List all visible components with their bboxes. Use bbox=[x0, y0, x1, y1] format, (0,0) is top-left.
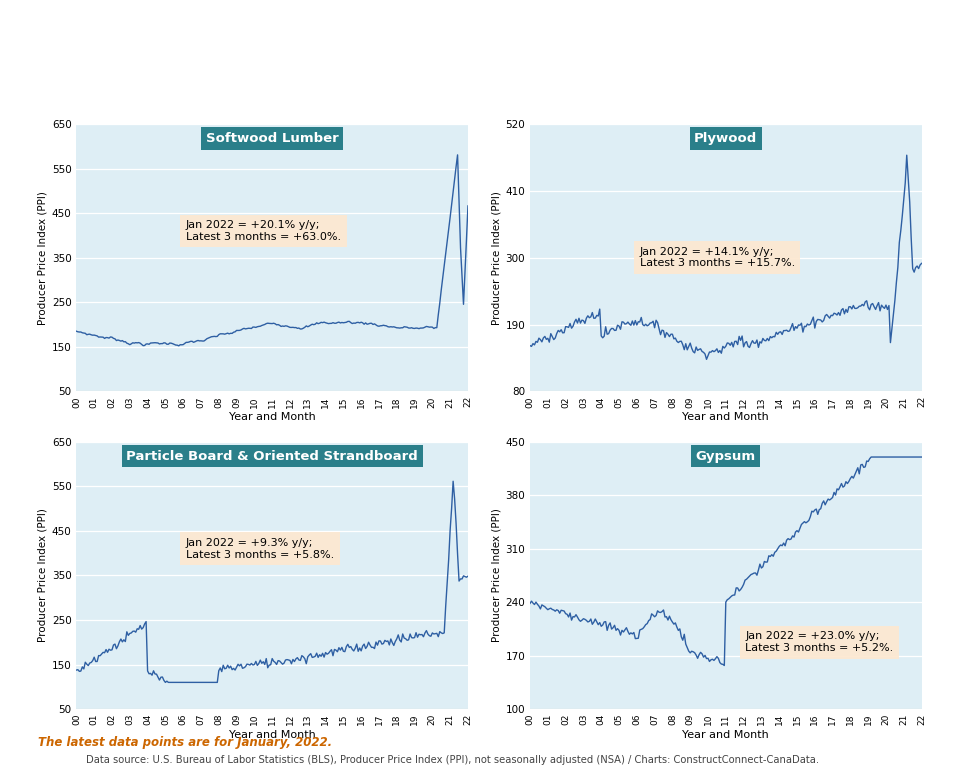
Y-axis label: Producer Price Index (PPI): Producer Price Index (PPI) bbox=[491, 508, 501, 642]
Text: U.S. Construction Material Costs (1) – FORESTRY PRODUCTS: U.S. Construction Material Costs (1) – F… bbox=[161, 36, 794, 54]
Text: Particle Board & Oriented Strandboard: Particle Board & Oriented Strandboard bbox=[126, 449, 418, 463]
Text: The latest data points are for January, 2022.: The latest data points are for January, … bbox=[38, 735, 332, 749]
Y-axis label: Producer Price Index (PPI): Producer Price Index (PPI) bbox=[491, 191, 501, 325]
X-axis label: Year and Month: Year and Month bbox=[683, 412, 769, 422]
Y-axis label: Producer Price Index (PPI): Producer Price Index (PPI) bbox=[37, 191, 48, 325]
Text: Data source: U.S. Bureau of Labor Statistics (BLS), Producer Price Index (PPI), : Data source: U.S. Bureau of Labor Statis… bbox=[86, 756, 819, 766]
Text: Jan 2022 = +9.3% y/y;
Latest 3 months = +5.8%.: Jan 2022 = +9.3% y/y; Latest 3 months = … bbox=[186, 538, 334, 560]
Y-axis label: Producer Price Index (PPI): Producer Price Index (PPI) bbox=[37, 508, 48, 642]
X-axis label: Year and Month: Year and Month bbox=[229, 412, 315, 422]
Text: Plywood: Plywood bbox=[694, 132, 757, 145]
X-axis label: Year and Month: Year and Month bbox=[229, 729, 315, 739]
Text: Softwood Lumber: Softwood Lumber bbox=[205, 132, 339, 145]
X-axis label: Year and Month: Year and Month bbox=[683, 729, 769, 739]
Text: Jan 2022 = +14.1% y/y;
Latest 3 months = +15.7%.: Jan 2022 = +14.1% y/y; Latest 3 months =… bbox=[640, 247, 795, 268]
Text: Jan 2022 = +20.1% y/y;
Latest 3 months = +63.0%.: Jan 2022 = +20.1% y/y; Latest 3 months =… bbox=[186, 220, 341, 242]
Text: From Producer Price Index (PPI) Series: From Producer Price Index (PPI) Series bbox=[286, 74, 668, 91]
Text: Gypsum: Gypsum bbox=[696, 449, 755, 463]
Text: Jan 2022 = +23.0% y/y;
Latest 3 months = +5.2%.: Jan 2022 = +23.0% y/y; Latest 3 months =… bbox=[746, 632, 894, 653]
